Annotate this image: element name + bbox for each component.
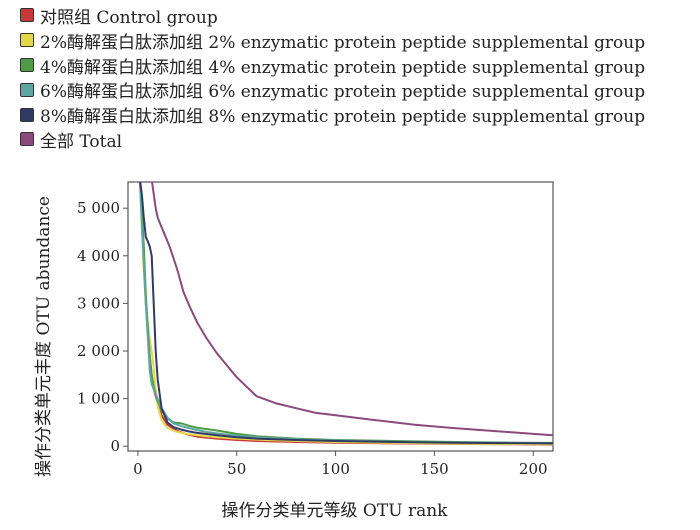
y-axis-title: 操作分类单元丰度 OTU abundance	[34, 196, 54, 477]
legend-item: 全部 Total	[20, 127, 645, 152]
legend-label: 2%酶解蛋白肽添加组 2% enzymatic protein peptide …	[40, 32, 646, 53]
series-line-2	[139, 182, 553, 444]
legend-label: 6%酶解蛋白肽添加组 6% enzymatic protein peptide …	[40, 82, 646, 103]
x-tick-label: 200	[519, 460, 548, 478]
x-axis-title: 操作分类单元等级 OTU rank	[222, 501, 449, 521]
series-line-4	[139, 182, 553, 445]
legend-item: 8%酶解蛋白肽添加组 8% enzymatic protein peptide …	[20, 102, 645, 127]
series-line-5	[151, 182, 553, 437]
series-line-3	[139, 182, 553, 445]
y-tick-label: 2 000	[77, 342, 120, 360]
legend-swatch	[20, 132, 34, 147]
legend-swatch	[20, 33, 34, 48]
plot-frame	[127, 181, 554, 452]
legend-swatch	[20, 107, 34, 122]
y-tick-label: 4 000	[77, 247, 120, 265]
y-tick-label: 1 000	[77, 390, 120, 408]
x-tick-label: 50	[227, 460, 246, 478]
y-tick-label: 3 000	[77, 294, 120, 312]
legend-label: 全部 Total	[40, 131, 123, 152]
series-line-0	[139, 182, 553, 446]
x-tick-label: 0	[133, 460, 143, 478]
series-line-1	[138, 182, 553, 446]
series-layer	[138, 182, 553, 446]
legend: 对照组 Control group 2%酶解蛋白肽添加组 2% enzymatic…	[20, 3, 645, 152]
legend-item: 6%酶解蛋白肽添加组 6% enzymatic protein peptide …	[20, 77, 645, 102]
x-tick-label: 150	[420, 460, 449, 478]
y-axis: 0 1 000 2 000 3 000 4 000 5 000	[77, 199, 128, 455]
legend-label: 8%酶解蛋白肽添加组 8% enzymatic protein peptide …	[40, 107, 646, 128]
x-tick-label: 100	[321, 460, 350, 478]
legend-item: 对照组 Control group	[20, 3, 645, 28]
legend-item: 4%酶解蛋白肽添加组 4% enzymatic protein peptide …	[20, 53, 645, 78]
legend-label: 4%酶解蛋白肽添加组 4% enzymatic protein peptide …	[40, 57, 646, 78]
legend-swatch	[20, 57, 34, 72]
y-tick-label: 0	[110, 437, 120, 455]
legend-item: 2%酶解蛋白肽添加组 2% enzymatic protein peptide …	[20, 28, 645, 53]
y-tick-label: 5 000	[77, 199, 120, 217]
legend-label: 对照组 Control group	[40, 7, 218, 28]
x-axis: 0 50 100 150 200	[133, 451, 548, 478]
legend-swatch	[20, 82, 34, 97]
legend-swatch	[20, 8, 34, 23]
